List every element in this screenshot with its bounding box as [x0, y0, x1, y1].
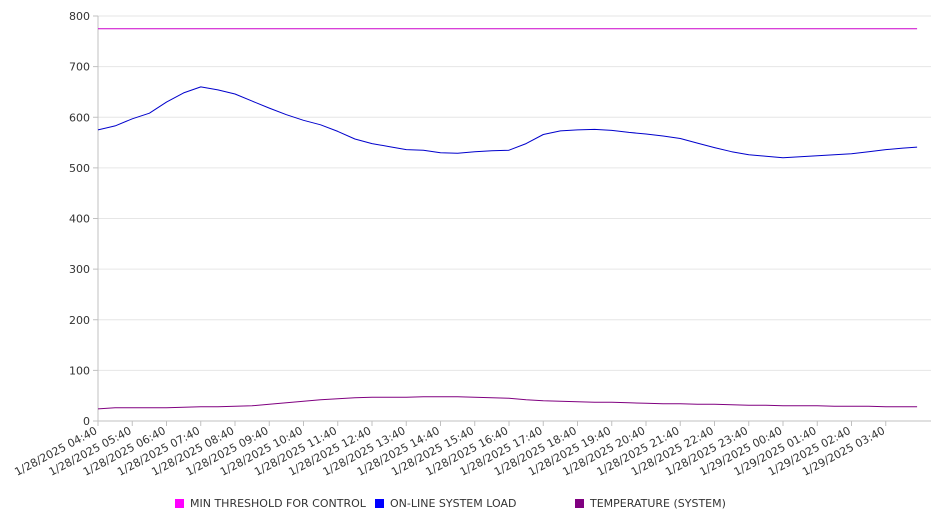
legend-label-system-load: ON-LINE SYSTEM LOAD [390, 497, 517, 510]
system-load-line [97, 86, 918, 159]
y-tick-label: 600 [69, 111, 90, 124]
y-tick-label: 800 [69, 10, 90, 23]
legend-swatch-min-threshold [175, 499, 184, 508]
y-tick-label: 400 [69, 213, 90, 226]
legend-swatch-temperature [575, 499, 584, 508]
y-axis-ticks: 0 100 200 300 400 500 600 700 800 [69, 10, 98, 428]
legend: MIN THRESHOLD FOR CONTROL ON-LINE SYSTEM… [0, 497, 946, 515]
temperature-line [97, 396, 918, 410]
y-tick-label: 300 [69, 263, 90, 276]
y-tick-label: 500 [69, 162, 90, 175]
x-axis-ticks: 1/28/2025 04:401/28/2025 05:401/28/2025 … [12, 421, 887, 479]
legend-item-temperature[interactable]: TEMPERATURE (SYSTEM) [575, 497, 726, 510]
legend-item-system-load[interactable]: ON-LINE SYSTEM LOAD [375, 497, 516, 510]
legend-label-min-threshold: MIN THRESHOLD FOR CONTROL [190, 497, 366, 510]
series-lines [97, 28, 918, 410]
legend-item-min-threshold[interactable]: MIN THRESHOLD FOR CONTROL [175, 497, 366, 510]
legend-swatch-system-load [375, 499, 384, 508]
grid-lines [98, 15, 931, 371]
y-tick-label: 200 [69, 314, 90, 327]
y-tick-label: 700 [69, 61, 90, 74]
y-tick-label: 0 [83, 415, 90, 428]
legend-label-temperature: TEMPERATURE (SYSTEM) [590, 497, 726, 510]
y-tick-label: 100 [69, 364, 90, 377]
